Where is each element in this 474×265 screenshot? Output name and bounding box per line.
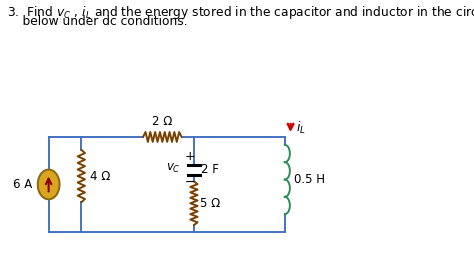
Text: 6 A: 6 A xyxy=(13,178,32,191)
Text: 0.5 H: 0.5 H xyxy=(294,173,325,186)
Text: 3.  Find $v_C$ , $i_L$ and the energy stored in the capacitor and inductor in th: 3. Find $v_C$ , $i_L$ and the energy sto… xyxy=(7,4,474,21)
Text: $v_C$: $v_C$ xyxy=(166,162,181,175)
Text: 2 Ω: 2 Ω xyxy=(152,115,173,128)
Text: 4 Ω: 4 Ω xyxy=(90,170,110,183)
Text: below under dc conditions.: below under dc conditions. xyxy=(7,15,188,28)
Text: $i_L$: $i_L$ xyxy=(296,120,306,136)
Text: 2 F: 2 F xyxy=(201,163,219,176)
Text: +: + xyxy=(184,150,195,163)
Text: −: − xyxy=(184,176,195,189)
Text: 5 Ω: 5 Ω xyxy=(200,197,220,210)
Circle shape xyxy=(38,170,60,199)
